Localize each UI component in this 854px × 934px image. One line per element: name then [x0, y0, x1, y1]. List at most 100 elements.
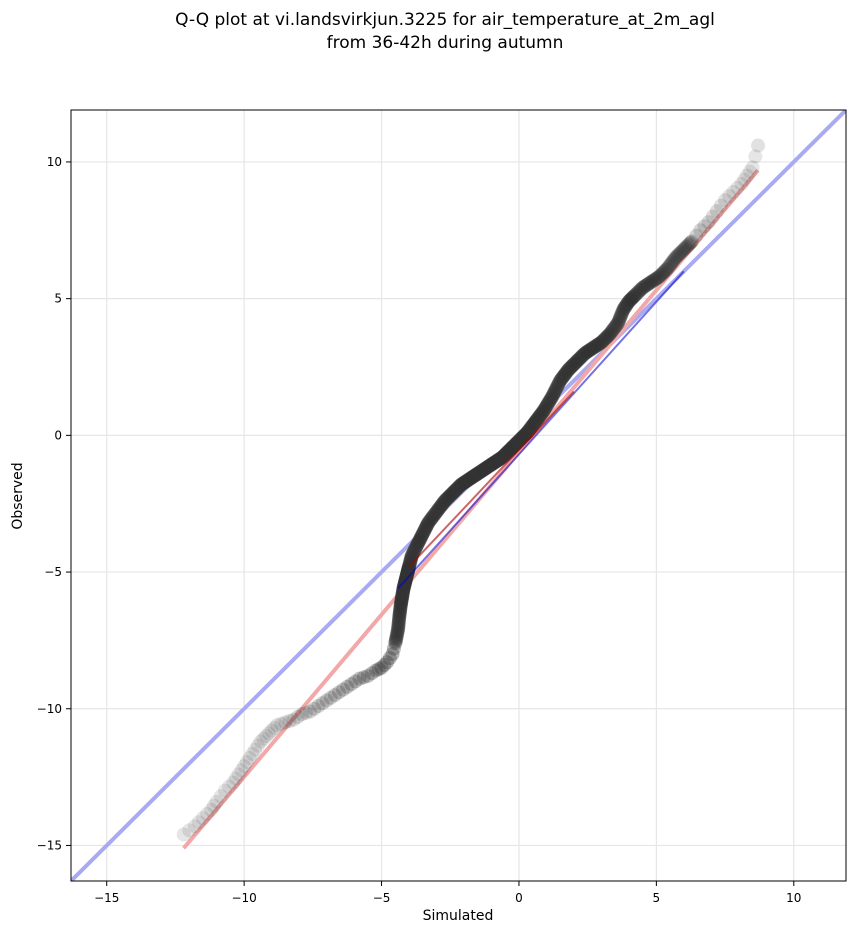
y-axis-ticks: −15 −10 −5 0 5 10	[37, 155, 71, 852]
quantile-point	[555, 370, 570, 385]
quantile-point	[585, 341, 600, 356]
quantile-point	[395, 589, 410, 604]
y-tick-label: −5	[44, 565, 62, 579]
quantile-point	[745, 160, 760, 175]
quantile-point	[403, 552, 418, 567]
quantile-point	[453, 478, 468, 493]
quantile-point	[726, 185, 741, 200]
quantile-point	[525, 418, 540, 433]
quantile-point	[391, 620, 406, 635]
x-tick-label: 5	[653, 891, 661, 905]
quantile-point	[441, 489, 456, 504]
chart-title-line-2: from 36-42h during autumn	[327, 33, 564, 53]
quantile-point	[327, 688, 342, 703]
quantile-point	[442, 488, 457, 503]
quantile-point	[374, 660, 389, 675]
quantile-point	[713, 198, 728, 213]
quantile-point	[737, 172, 752, 187]
quantile-point	[340, 679, 355, 694]
quantile-point	[553, 373, 568, 388]
quantile-point	[391, 617, 406, 632]
quantile-point	[389, 629, 404, 644]
quantile-point	[237, 759, 252, 774]
quantile-point	[298, 705, 313, 720]
quantile-point	[679, 239, 694, 254]
quantile-point	[640, 277, 655, 292]
quantile-point	[667, 252, 682, 267]
quantile-point	[213, 789, 228, 804]
quantile-point	[533, 407, 548, 422]
quantile-point	[600, 329, 615, 344]
quantile-point	[537, 402, 552, 417]
quantile-point	[662, 258, 677, 273]
quantile-point	[563, 360, 578, 375]
quantile-point	[253, 734, 268, 749]
quantile-point	[176, 827, 191, 842]
quantile-point	[371, 662, 386, 677]
quantile-point	[734, 176, 749, 191]
quantile-point	[751, 138, 766, 153]
quantile-point	[315, 696, 330, 711]
quantile-point	[574, 349, 589, 364]
quantile-point	[573, 350, 588, 365]
quantile-point	[391, 615, 406, 630]
quantile-point	[541, 395, 556, 410]
quantile-point	[448, 483, 463, 498]
quantile-point	[540, 396, 555, 411]
quantile-point	[584, 342, 599, 357]
quantile-point	[385, 647, 400, 662]
quantile-point	[678, 240, 693, 255]
quantile-point	[270, 718, 285, 733]
quantile-point	[415, 528, 430, 543]
quantile-point	[245, 746, 260, 761]
quantile-point	[399, 569, 414, 584]
quantile-point	[683, 236, 698, 251]
quantile-point	[460, 473, 475, 488]
quantile-point	[458, 474, 473, 489]
quantile-point	[239, 755, 254, 770]
x-tick-label: 0	[515, 891, 523, 905]
quantile-point	[641, 276, 656, 291]
quantile-point	[660, 261, 675, 276]
quantile-point	[578, 345, 593, 360]
quantile-point	[545, 388, 560, 403]
quantile-point	[718, 193, 733, 208]
quantile-point	[388, 632, 403, 647]
quantile-point	[369, 663, 384, 678]
quantile-point	[663, 257, 678, 272]
quantile-point	[664, 256, 679, 271]
quantile-point	[644, 274, 659, 289]
quantile-point	[693, 223, 708, 238]
quantile-point	[435, 496, 450, 511]
quantile-point	[549, 381, 564, 396]
quantile-point	[568, 355, 583, 370]
quantile-point	[634, 281, 649, 296]
quantile-point	[623, 293, 638, 308]
quantile-point	[409, 539, 424, 554]
quantile-point	[388, 634, 403, 649]
quantile-point	[422, 514, 437, 529]
quantile-point	[290, 709, 305, 724]
quantile-point	[294, 707, 309, 722]
quantile-point	[438, 492, 453, 507]
quantile-point	[659, 262, 674, 277]
quantile-point	[617, 301, 632, 316]
quantile-point	[397, 579, 412, 594]
quantile-point	[633, 282, 648, 297]
quantile-point	[577, 346, 592, 361]
x-axis-label: Simulated	[423, 908, 494, 924]
quantile-point	[581, 344, 596, 359]
quantile-point	[457, 475, 472, 490]
y-tick-label: 10	[47, 155, 62, 169]
quantile-point	[394, 593, 409, 608]
quantile-point	[431, 502, 446, 517]
x-tick-label: −10	[231, 891, 256, 905]
identity-line	[71, 110, 846, 881]
quantile-point	[323, 690, 338, 705]
quantile-point	[393, 599, 408, 614]
quantile-point	[423, 513, 438, 528]
quantile-point	[400, 565, 415, 580]
quantile-point	[656, 265, 671, 280]
quantile-point	[603, 325, 618, 340]
